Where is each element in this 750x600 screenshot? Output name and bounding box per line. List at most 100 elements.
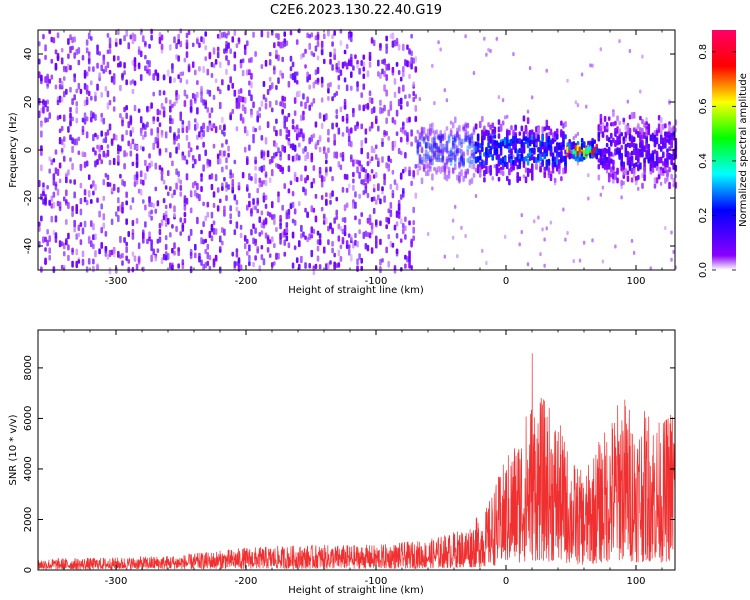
heat-cell	[441, 155, 445, 163]
heat-cell	[672, 177, 675, 184]
heat-cell	[562, 167, 565, 175]
heat-cell	[670, 127, 673, 133]
heat-cell	[223, 123, 226, 131]
heat-cell	[144, 124, 147, 131]
heat-cell	[370, 156, 374, 162]
heat-cell	[337, 66, 341, 73]
heat-cell	[533, 134, 536, 141]
heat-cell	[501, 140, 505, 147]
heat-cell	[659, 145, 663, 152]
heat-cell	[468, 156, 472, 164]
heat-cell	[347, 58, 351, 64]
heat-cell	[466, 130, 470, 138]
heat-cell	[391, 193, 395, 199]
heat-cell	[426, 153, 430, 160]
heat-cell	[624, 137, 627, 142]
heat-cell	[435, 142, 438, 150]
heat-cell	[275, 227, 278, 233]
heat-cell	[535, 141, 538, 146]
heat-cell	[227, 30, 230, 36]
heat-cell	[487, 132, 490, 140]
heat-cell	[281, 95, 284, 102]
heat-cell	[98, 51, 101, 56]
heat-cell	[40, 121, 43, 128]
heat-cell	[131, 161, 135, 167]
heat-cell	[526, 171, 530, 178]
heat-cell	[177, 39, 180, 45]
heat-cell	[73, 73, 76, 78]
heat-cell	[329, 166, 332, 172]
heat-cell	[622, 181, 625, 186]
heat-cell	[620, 144, 623, 150]
heat-cell	[40, 107, 43, 113]
heat-cell	[38, 58, 41, 65]
heat-cell	[510, 150, 513, 156]
heat-cell	[79, 197, 83, 205]
heat-cell	[142, 134, 145, 140]
heat-cell	[489, 125, 492, 130]
heat-cell	[208, 51, 212, 58]
heat-cell	[248, 58, 251, 63]
heat-cell	[424, 143, 428, 149]
heat-cell	[306, 75, 309, 83]
heat-cell	[250, 110, 253, 118]
heat-cell	[632, 136, 636, 141]
heat-cell	[212, 94, 216, 100]
heat-cell	[235, 221, 239, 229]
heat-cell	[194, 243, 197, 251]
heat-cell	[391, 242, 395, 248]
heat-cell	[659, 156, 663, 164]
heat-cell	[58, 201, 62, 209]
heat-cell	[119, 84, 122, 92]
heat-cell	[40, 130, 43, 138]
heat-cell	[164, 254, 168, 261]
heat-cell	[108, 43, 112, 49]
heat-cell	[204, 261, 207, 269]
heat-cell	[169, 262, 172, 270]
heat-cell	[119, 113, 122, 119]
heat-cell	[246, 158, 249, 166]
heat-cell	[208, 254, 212, 261]
heat-cell	[404, 59, 407, 67]
heat-cell	[618, 136, 621, 143]
heat-cell	[162, 197, 166, 204]
heat-cell	[312, 81, 316, 89]
heat-cell	[443, 173, 447, 180]
heat-cell	[512, 129, 515, 136]
heat-cell	[389, 100, 393, 107]
heat-cell	[358, 104, 361, 111]
heat-cell	[672, 249, 675, 254]
heat-cell	[672, 135, 675, 141]
heat-cell	[637, 130, 640, 138]
heat-cell	[60, 139, 64, 146]
heat-cell	[298, 142, 301, 148]
heat-cell	[117, 197, 120, 204]
heat-cell	[131, 232, 135, 240]
heat-cell	[83, 112, 87, 120]
heat-cell	[589, 63, 592, 68]
heat-cell	[42, 198, 45, 205]
heat-cell	[248, 80, 251, 86]
heat-cell	[395, 131, 399, 137]
heat-cell	[200, 177, 203, 182]
heat-cell	[268, 212, 272, 218]
heat-cell	[456, 135, 459, 141]
heat-cell	[576, 161, 580, 166]
heat-cell	[158, 165, 162, 171]
heat-cell	[181, 259, 185, 266]
heat-cell	[60, 147, 64, 153]
heat-cell	[366, 70, 370, 78]
heat-cell	[433, 135, 436, 141]
heat-cell	[414, 56, 418, 63]
heat-cell	[320, 206, 324, 212]
heat-cell	[196, 192, 199, 199]
heat-cell	[339, 226, 343, 232]
colorbar-tick-label: 0.2	[698, 208, 709, 224]
heat-cell	[381, 258, 384, 263]
heat-cell	[119, 145, 122, 152]
heat-cell	[65, 176, 68, 184]
heat-cell	[325, 192, 328, 198]
heat-cell	[77, 82, 81, 90]
heat-cell	[549, 173, 553, 182]
heat-cell	[71, 210, 74, 218]
